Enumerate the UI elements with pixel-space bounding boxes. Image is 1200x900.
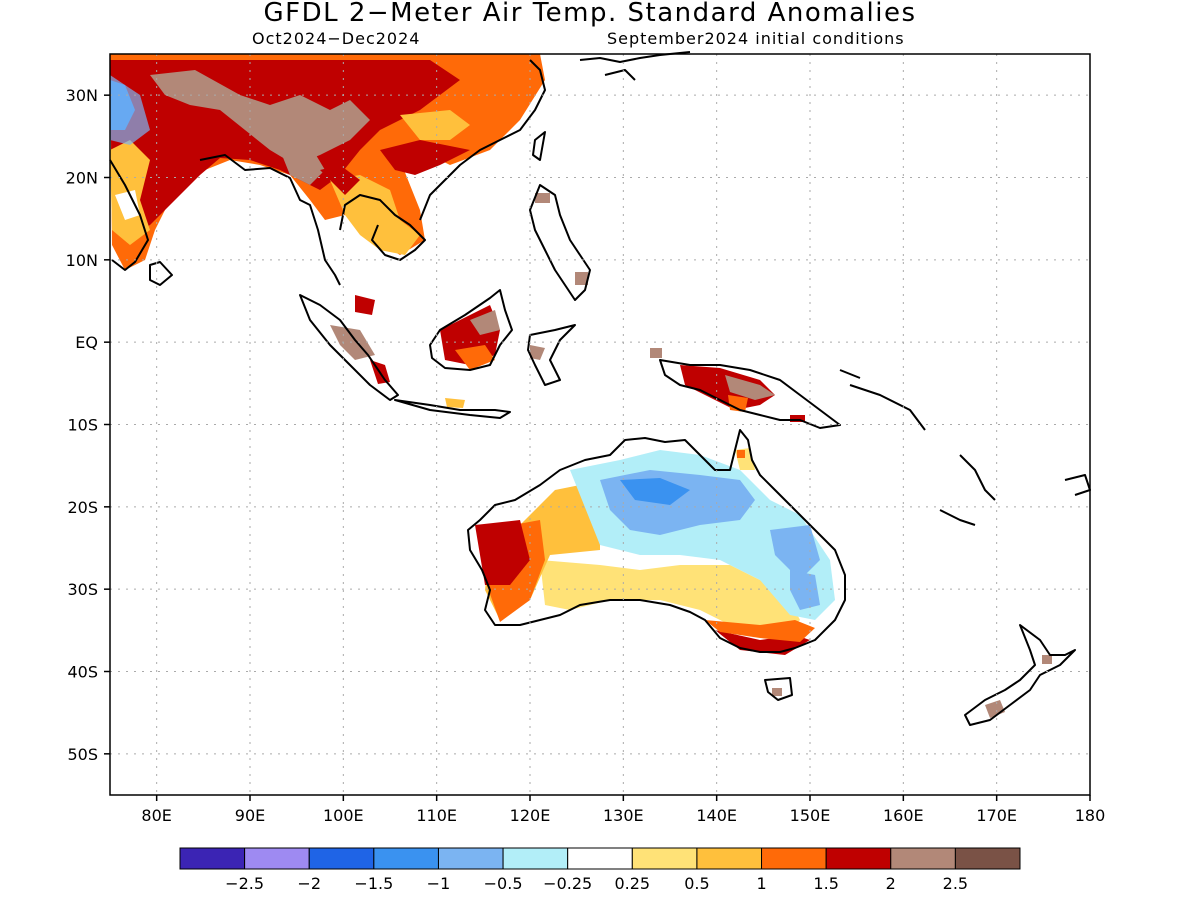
tasmania-brown-region [772, 688, 782, 696]
philippines-coastline [529, 184, 591, 301]
australia-east-midblue-region [770, 525, 820, 580]
colorbar-label: 1.5 [813, 874, 838, 893]
pacific-islands-coastline [579, 51, 1091, 526]
china-red-region [380, 140, 470, 175]
tibet-brown-region [150, 70, 370, 165]
newguinea-coastline [659, 359, 841, 429]
java-coastline [394, 399, 511, 419]
lon-tick-label: 100E [323, 806, 364, 825]
lat-tick-label: 20S [67, 498, 98, 517]
map-title: GFDL 2−Meter Air Temp. Standard Anomalie… [263, 0, 917, 28]
lon-tick-label: 120E [510, 806, 551, 825]
coastlines [109, 51, 1091, 726]
borneo-coastline [429, 289, 513, 371]
australia-yellow-region [540, 560, 800, 640]
colorbar-label: 2.5 [943, 874, 968, 893]
philippines-brown-region [535, 193, 550, 203]
south-asia-brown-region [280, 145, 325, 185]
philippines-south-brown-region [575, 272, 588, 285]
latitude-axis: 30N 20N 10N EQ 10S 20S 30S 40S 50S [66, 86, 110, 764]
lat-tick-label: 30N [66, 86, 98, 105]
colorbar-swatch [954, 847, 1021, 870]
colorbar-label: −0.5 [484, 874, 523, 893]
borneo-brown-region [470, 310, 500, 335]
solomon-coastline [839, 369, 926, 431]
colorbar-label: 1 [756, 874, 766, 893]
sulawesi-coastline [527, 324, 576, 386]
lat-tick-label: EQ [75, 333, 98, 352]
sumatra-coastline [299, 294, 399, 401]
lat-tick-label: 10S [67, 416, 98, 435]
colorbar-swatch [179, 847, 246, 870]
colorbar-label: 0.25 [614, 874, 650, 893]
new-zealand-north-brown-region [1042, 655, 1052, 664]
forecast-period: Oct2024−Dec2024 [252, 29, 421, 48]
australia-east2-midblue-region [790, 570, 820, 610]
initial-conditions-label: September2024 initial conditions [607, 29, 905, 48]
lat-tick-label: 50S [67, 745, 98, 764]
colorbar-swatch [244, 847, 310, 870]
sulawesi-brown-region [530, 345, 545, 360]
colorbar-label: −1 [427, 874, 451, 893]
australia-blue-region [620, 478, 690, 505]
colorbar-label: −2.5 [225, 874, 264, 893]
lat-tick-label: 40S [67, 663, 98, 682]
colorbar-label: −1.5 [354, 874, 393, 893]
colorbar-swatch [437, 847, 504, 870]
colorbar-swatch [825, 847, 892, 870]
lat-tick-label: 30S [67, 580, 98, 599]
colorbar-swatch [696, 847, 763, 870]
indochina-red-region [320, 165, 360, 195]
colorbar-swatch [567, 847, 633, 870]
colorbar-swatch [890, 847, 956, 870]
lon-tick-label: 140E [696, 806, 737, 825]
asia-coastline [109, 59, 546, 286]
sumatra-red-region [355, 295, 375, 315]
anomaly-shading [110, 54, 1052, 718]
new-guinea-brown-region [725, 375, 775, 400]
colorbar-swatch [502, 847, 569, 870]
colorbar: −2.5 −2 −1.5 −1 −0.5 −0.25 0.25 0.5 1 1.5 2 2.5 [179, 847, 1021, 893]
lat-tick-label: 20N [66, 169, 98, 188]
northwest-lightblue-region [110, 75, 150, 145]
colorbar-label: −0.25 [543, 874, 592, 893]
lon-tick-label: 130E [603, 806, 644, 825]
graticule [110, 54, 1090, 795]
australia-coastline [467, 429, 846, 653]
colorbar-swatch [761, 847, 827, 870]
colorbar-label: −2 [297, 874, 321, 893]
newguinea-brown-region [650, 348, 662, 358]
longitude-axis: 80E 90E 100E 110E 120E 130E 140E 150E 160E 170E 18… [141, 795, 1105, 825]
australia-south-east-orange-region [705, 620, 815, 642]
borneo-orange-region [455, 345, 495, 370]
lat-tick-label: 10N [66, 251, 98, 270]
colorbar-swatch [631, 847, 698, 870]
lon-tick-label: 110E [416, 806, 457, 825]
lon-tick-label: 170E [976, 806, 1017, 825]
australia-west-red-region [475, 520, 530, 585]
colorbar-swatch [308, 847, 375, 870]
colorbar-swatch [373, 847, 439, 870]
java-orange-region [445, 398, 465, 408]
lon-tick-label: 80E [141, 806, 171, 825]
china-yellow-region [400, 110, 470, 140]
lon-tick-label: 180 [1075, 806, 1106, 825]
colorbar-label: 2 [886, 874, 896, 893]
new-guinea-orange-region [728, 395, 748, 412]
colorbar-label: 0.5 [684, 874, 709, 893]
tasmania-coastline [764, 677, 793, 701]
new-zealand-coastline [964, 624, 1076, 726]
lon-tick-label: 160E [883, 806, 924, 825]
lon-tick-label: 90E [235, 806, 265, 825]
india-white-region [115, 190, 140, 220]
australia-north-orange-region [737, 450, 745, 458]
lon-tick-label: 150E [790, 806, 831, 825]
indochina-orange-region [330, 175, 420, 255]
